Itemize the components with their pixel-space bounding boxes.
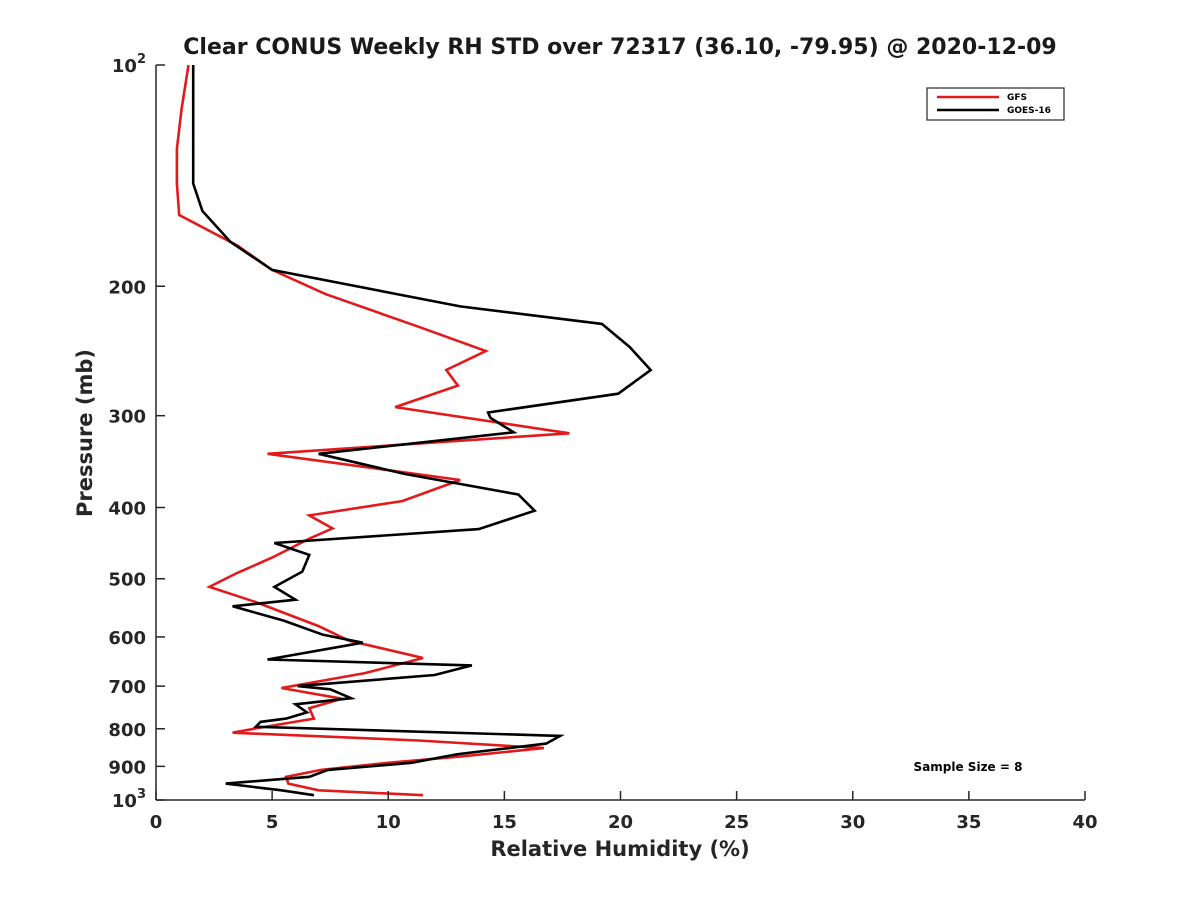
series-layer <box>175 64 653 797</box>
y-tick-label: 700 <box>108 677 146 698</box>
legend-label-1: GOES-16 <box>1007 106 1051 116</box>
sample-size-annotation: Sample Size = 8 <box>914 760 1023 774</box>
y-tick-label: 103 <box>112 787 146 812</box>
y-tick-label: 200 <box>108 277 146 298</box>
y-axis-label: Pressure (mb) <box>73 349 97 517</box>
x-tick-label: 10 <box>376 812 401 833</box>
legend-box <box>926 87 1065 121</box>
x-axis-label: Relative Humidity (%) <box>490 837 749 861</box>
y-tick-label: 500 <box>108 570 146 591</box>
x-tick-label: 20 <box>608 812 633 833</box>
x-tick-label: 40 <box>1072 812 1097 833</box>
x-tick-label: 0 <box>150 812 163 833</box>
x-tick-label: 35 <box>956 812 981 833</box>
y-tick-label: 300 <box>108 407 146 428</box>
chart-title: Clear CONUS Weekly RH STD over 72317 (36… <box>183 35 1056 60</box>
y-tick-label: 800 <box>108 720 146 741</box>
x-tick-label: 5 <box>266 812 279 833</box>
series-line-0 <box>175 64 570 797</box>
y-tick-label: 900 <box>108 757 146 778</box>
y-tick-label: 600 <box>108 628 146 649</box>
y-tick-label: 400 <box>108 499 146 520</box>
y-axis-ticks: 102 200 300 400 500 600 700 800 900 103 <box>108 52 165 812</box>
x-axis-ticks: 0 5 10 15 20 25 30 35 40 <box>150 791 1098 833</box>
legend-label-0: GFS <box>1007 93 1027 103</box>
series-line-1 <box>191 65 653 797</box>
y-tick-label: 102 <box>112 52 146 77</box>
legend: GFS GOES-16 <box>926 87 1065 121</box>
x-tick-label: 15 <box>492 812 517 833</box>
x-tick-label: 30 <box>840 812 865 833</box>
x-tick-label: 25 <box>724 812 749 833</box>
